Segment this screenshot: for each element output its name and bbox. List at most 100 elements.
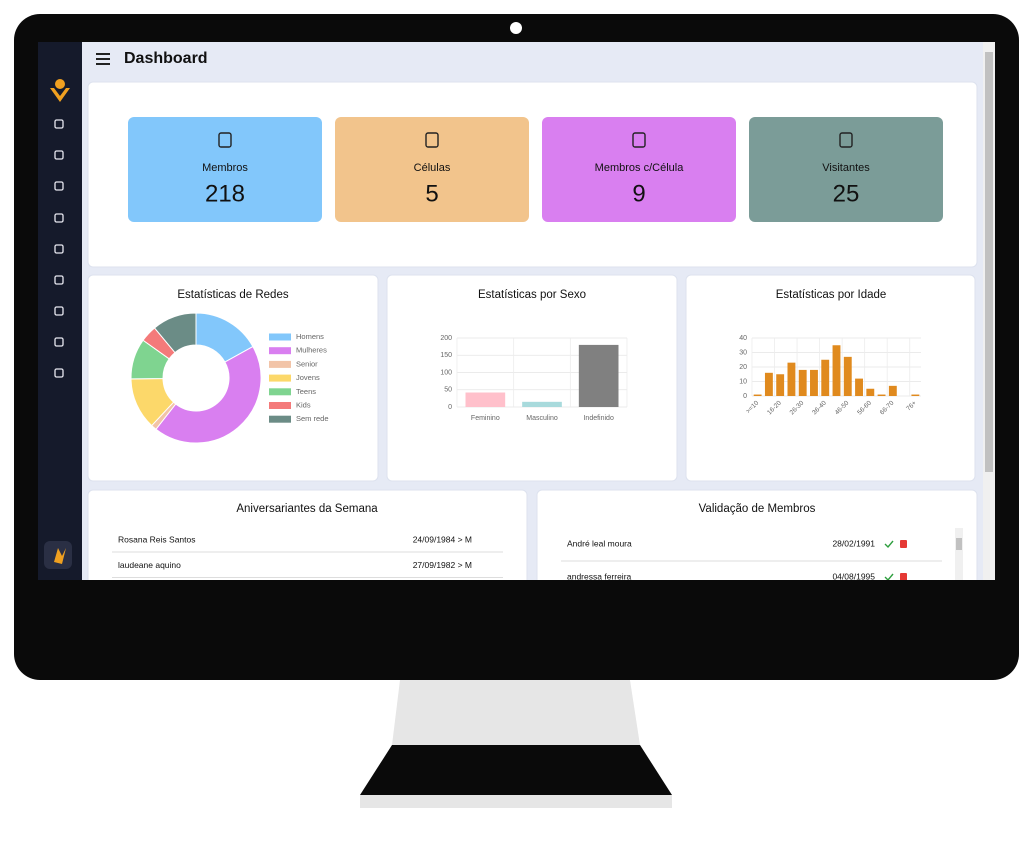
birthdays-panel (87, 489, 528, 580)
pie-slice (155, 345, 262, 444)
approve-icon[interactable] (884, 573, 894, 580)
legend-label: Mulheres (296, 346, 327, 355)
camera (510, 22, 522, 34)
y-tick-label: 50 (444, 387, 452, 394)
table-scrollbar-thumb[interactable] (956, 538, 962, 550)
sidebar-icon[interactable] (54, 119, 64, 129)
stat-card[interactable] (749, 117, 943, 222)
delete-icon[interactable] (900, 540, 907, 548)
row-name: andressa ferreira (567, 571, 632, 581)
table-title: Validação de Membros (699, 503, 816, 515)
row-date: 27/09/1982 > M (413, 560, 472, 570)
legend-swatch[interactable] (269, 360, 291, 368)
validation-panel (536, 489, 978, 580)
sidebar-icon[interactable] (54, 181, 64, 191)
sidebar-icon[interactable] (54, 275, 64, 285)
legend-swatch[interactable] (269, 333, 291, 341)
sidebar-icon[interactable] (54, 244, 64, 254)
x-tick-label: Feminino (471, 415, 500, 422)
stand-neck (392, 680, 640, 745)
legend-swatch[interactable] (269, 415, 291, 423)
chart-title: Estatísticas de Redes (177, 289, 288, 301)
bar (465, 392, 506, 407)
sidebar-icon[interactable] (54, 150, 64, 160)
screen: Dashboard Membros 218 Células 5 Membros c/Cé… (38, 42, 995, 588)
bar (821, 359, 830, 396)
legend-swatch[interactable] (269, 347, 291, 355)
card-icon (839, 132, 853, 148)
card-icon (425, 132, 439, 148)
bar (522, 401, 562, 407)
card-icon (632, 132, 646, 148)
bar (810, 369, 818, 396)
y-tick-label: 0 (448, 404, 452, 411)
y-tick-label: 100 (440, 369, 452, 376)
bar (753, 394, 762, 396)
bar (776, 374, 785, 396)
legend-label: Kids (296, 400, 311, 409)
chart-title: Estatísticas por Sexo (478, 289, 586, 301)
menu-icon[interactable] (96, 53, 110, 65)
card-label: Membros c/Célula (595, 162, 685, 174)
bar (787, 362, 796, 396)
card-value: 9 (632, 180, 645, 207)
approve-icon[interactable] (884, 540, 894, 549)
legend-swatch[interactable] (269, 374, 291, 382)
row-name: laudeane aquino (118, 560, 181, 570)
row-date: 28/02/1991 (832, 538, 875, 548)
bar (832, 345, 841, 396)
stand-base (360, 745, 672, 795)
chart-panel (685, 274, 976, 482)
page-title: Dashboard (124, 50, 208, 67)
bar (855, 378, 863, 396)
bar (877, 394, 886, 396)
x-tick-label: Masculino (526, 415, 558, 422)
card-label: Membros (202, 162, 248, 174)
stat-card[interactable] (128, 117, 322, 222)
sidebar-logo[interactable] (50, 79, 70, 102)
bar (866, 388, 875, 396)
sidebar-icon[interactable] (54, 337, 64, 347)
table-scrollbar[interactable] (955, 528, 963, 588)
card-value: 218 (205, 180, 245, 207)
bar (911, 394, 920, 396)
legend-label: Teens (296, 387, 316, 396)
y-tick-label: 0 (743, 393, 747, 400)
row-date: 04/08/1995 (832, 571, 875, 581)
pie-slice (153, 312, 197, 354)
sidebar-icon[interactable] (54, 306, 64, 316)
avatar-glyph (54, 548, 66, 564)
card-value: 5 (425, 180, 438, 207)
table-title: Aniversariantes da Semana (236, 503, 378, 515)
y-tick-label: 30 (739, 349, 747, 356)
stat-card[interactable] (542, 117, 736, 222)
delete-icon[interactable] (900, 573, 907, 581)
row-name: André leal moura (567, 538, 632, 548)
sidebar (38, 42, 82, 580)
bar (843, 356, 852, 396)
stat-card[interactable] (335, 117, 529, 222)
x-tick-label: Indefinido (583, 415, 613, 422)
legend-label: Sem rede (296, 414, 329, 423)
card-value: 25 (833, 180, 860, 207)
y-tick-label: 150 (440, 352, 452, 359)
y-tick-label: 40 (739, 335, 747, 342)
chart-panel (386, 274, 678, 482)
scrollbar-thumb[interactable] (985, 52, 993, 472)
row-date: 24/09/1984 > M (413, 534, 472, 544)
stand-foot (360, 795, 672, 808)
sidebar-icon[interactable] (54, 213, 64, 223)
sidebar-icon[interactable] (54, 368, 64, 378)
bar (578, 344, 619, 407)
y-tick-label: 20 (739, 364, 747, 371)
legend-label: Senior (296, 359, 318, 368)
card-label: Visitantes (822, 162, 870, 174)
y-tick-label: 10 (739, 378, 747, 385)
y-tick-label: 200 (440, 335, 452, 342)
legend-swatch[interactable] (269, 388, 291, 396)
card-icon (218, 132, 232, 148)
card-label: Células (414, 162, 451, 174)
legend-swatch[interactable] (269, 402, 291, 409)
